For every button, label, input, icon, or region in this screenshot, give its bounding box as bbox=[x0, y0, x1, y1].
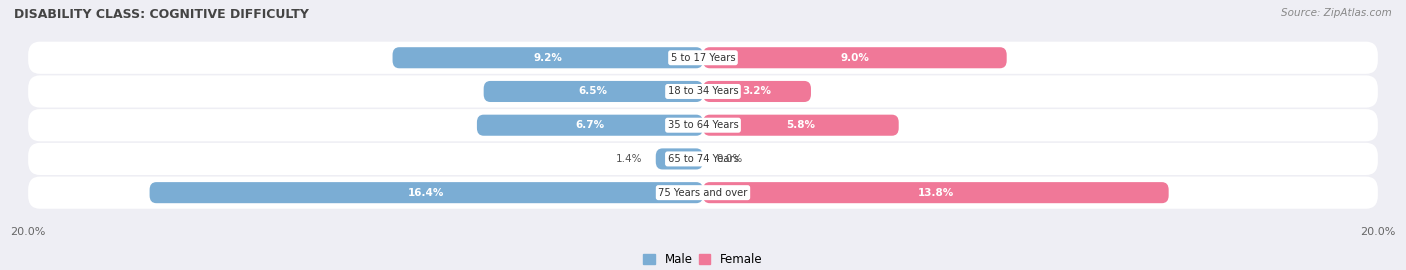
Legend: Male, Female: Male, Female bbox=[644, 253, 762, 266]
Text: 18 to 34 Years: 18 to 34 Years bbox=[668, 86, 738, 96]
FancyBboxPatch shape bbox=[28, 42, 1378, 74]
FancyBboxPatch shape bbox=[484, 81, 703, 102]
FancyBboxPatch shape bbox=[703, 182, 1168, 203]
Text: 6.5%: 6.5% bbox=[579, 86, 607, 96]
FancyBboxPatch shape bbox=[703, 81, 811, 102]
FancyBboxPatch shape bbox=[392, 47, 703, 68]
Text: 9.2%: 9.2% bbox=[533, 53, 562, 63]
FancyBboxPatch shape bbox=[149, 182, 703, 203]
Text: 75 Years and over: 75 Years and over bbox=[658, 188, 748, 198]
Text: 9.0%: 9.0% bbox=[841, 53, 869, 63]
FancyBboxPatch shape bbox=[655, 148, 703, 170]
Text: 0.0%: 0.0% bbox=[717, 154, 742, 164]
Text: Source: ZipAtlas.com: Source: ZipAtlas.com bbox=[1281, 8, 1392, 18]
Text: 13.8%: 13.8% bbox=[918, 188, 953, 198]
FancyBboxPatch shape bbox=[703, 115, 898, 136]
Text: 35 to 64 Years: 35 to 64 Years bbox=[668, 120, 738, 130]
FancyBboxPatch shape bbox=[28, 143, 1378, 175]
Text: 16.4%: 16.4% bbox=[408, 188, 444, 198]
Text: DISABILITY CLASS: COGNITIVE DIFFICULTY: DISABILITY CLASS: COGNITIVE DIFFICULTY bbox=[14, 8, 309, 21]
Text: 5.8%: 5.8% bbox=[786, 120, 815, 130]
Text: 1.4%: 1.4% bbox=[616, 154, 643, 164]
FancyBboxPatch shape bbox=[28, 75, 1378, 107]
Text: 6.7%: 6.7% bbox=[575, 120, 605, 130]
FancyBboxPatch shape bbox=[477, 115, 703, 136]
FancyBboxPatch shape bbox=[28, 177, 1378, 209]
Text: 5 to 17 Years: 5 to 17 Years bbox=[671, 53, 735, 63]
FancyBboxPatch shape bbox=[703, 47, 1007, 68]
FancyBboxPatch shape bbox=[28, 109, 1378, 141]
Text: 65 to 74 Years: 65 to 74 Years bbox=[668, 154, 738, 164]
Text: 3.2%: 3.2% bbox=[742, 86, 772, 96]
